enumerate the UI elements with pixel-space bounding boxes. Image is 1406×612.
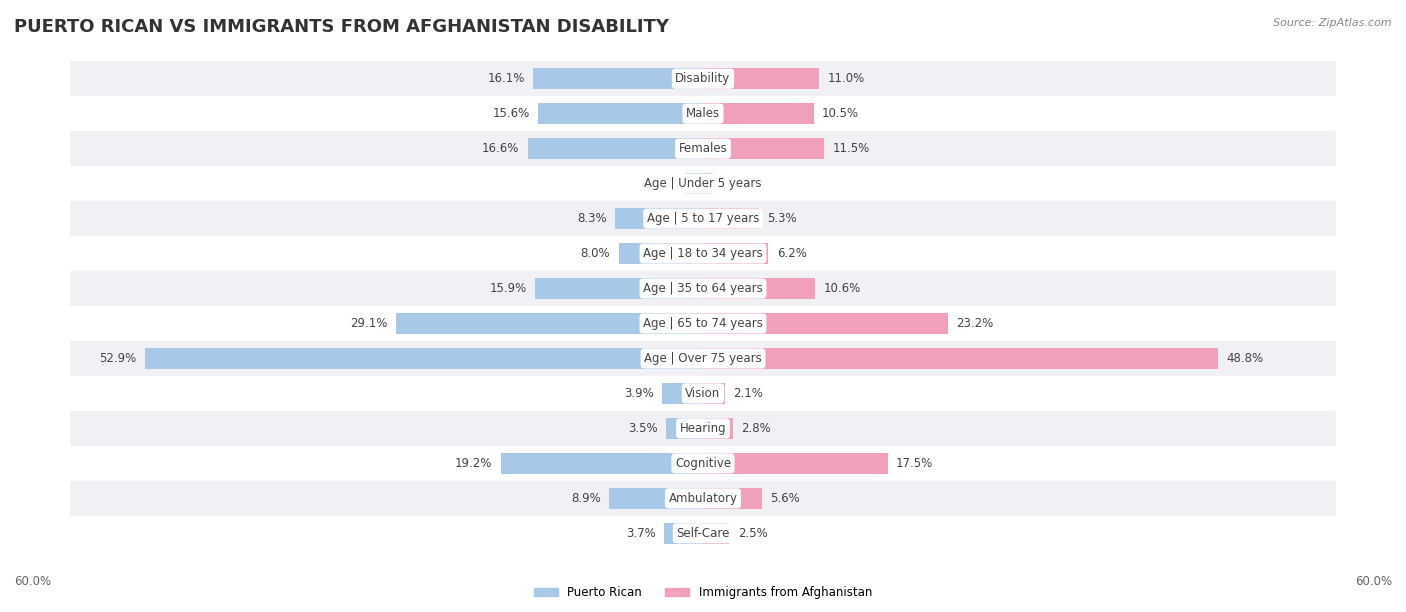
Bar bbox=[70, 201, 1336, 236]
Text: 8.9%: 8.9% bbox=[571, 492, 600, 505]
Text: 23.2%: 23.2% bbox=[956, 317, 993, 330]
Text: 5.6%: 5.6% bbox=[770, 492, 800, 505]
Text: 0.91%: 0.91% bbox=[721, 177, 758, 190]
Text: 11.0%: 11.0% bbox=[827, 72, 865, 85]
Bar bbox=[703, 173, 713, 194]
Bar bbox=[619, 243, 703, 264]
Bar bbox=[703, 313, 948, 334]
Bar bbox=[703, 138, 824, 159]
Bar bbox=[703, 523, 730, 544]
Bar bbox=[70, 131, 1336, 166]
Text: 15.9%: 15.9% bbox=[489, 282, 527, 295]
Bar bbox=[70, 516, 1336, 551]
Text: Self-Care: Self-Care bbox=[676, 527, 730, 540]
Text: 60.0%: 60.0% bbox=[14, 575, 51, 588]
Text: 10.5%: 10.5% bbox=[823, 107, 859, 120]
Text: 52.9%: 52.9% bbox=[100, 352, 136, 365]
Text: Cognitive: Cognitive bbox=[675, 457, 731, 470]
Bar bbox=[70, 376, 1336, 411]
Text: 15.6%: 15.6% bbox=[494, 107, 530, 120]
Bar bbox=[685, 173, 703, 194]
Text: 17.5%: 17.5% bbox=[896, 457, 934, 470]
Text: Hearing: Hearing bbox=[679, 422, 727, 435]
Text: 29.1%: 29.1% bbox=[350, 317, 388, 330]
Bar bbox=[703, 348, 1218, 369]
Bar bbox=[703, 243, 768, 264]
Bar bbox=[70, 481, 1336, 516]
Bar bbox=[70, 446, 1336, 481]
Bar bbox=[70, 96, 1336, 131]
Bar bbox=[533, 68, 703, 89]
Bar bbox=[70, 341, 1336, 376]
Text: 16.1%: 16.1% bbox=[488, 72, 524, 85]
Bar bbox=[703, 208, 759, 229]
Bar bbox=[529, 138, 703, 159]
Text: Age | Over 75 years: Age | Over 75 years bbox=[644, 352, 762, 365]
Bar bbox=[664, 523, 703, 544]
Text: Males: Males bbox=[686, 107, 720, 120]
Text: 3.9%: 3.9% bbox=[624, 387, 654, 400]
Text: Vision: Vision bbox=[685, 387, 721, 400]
Text: 1.7%: 1.7% bbox=[647, 177, 676, 190]
Bar bbox=[70, 61, 1336, 96]
Text: 8.3%: 8.3% bbox=[578, 212, 607, 225]
Bar bbox=[616, 208, 703, 229]
Text: 5.3%: 5.3% bbox=[768, 212, 797, 225]
Text: 19.2%: 19.2% bbox=[454, 457, 492, 470]
Bar bbox=[703, 278, 815, 299]
Text: 8.0%: 8.0% bbox=[581, 247, 610, 260]
Text: 60.0%: 60.0% bbox=[1355, 575, 1392, 588]
Text: 2.1%: 2.1% bbox=[734, 387, 763, 400]
Text: 2.8%: 2.8% bbox=[741, 422, 770, 435]
Bar bbox=[70, 166, 1336, 201]
Bar bbox=[703, 103, 814, 124]
Bar bbox=[538, 103, 703, 124]
Text: 16.6%: 16.6% bbox=[482, 142, 520, 155]
Text: Age | 5 to 17 years: Age | 5 to 17 years bbox=[647, 212, 759, 225]
Bar bbox=[703, 68, 818, 89]
Text: 3.7%: 3.7% bbox=[626, 527, 655, 540]
Bar bbox=[70, 236, 1336, 271]
Text: Ambulatory: Ambulatory bbox=[668, 492, 738, 505]
Bar bbox=[662, 383, 703, 404]
Text: Age | 35 to 64 years: Age | 35 to 64 years bbox=[643, 282, 763, 295]
Text: Source: ZipAtlas.com: Source: ZipAtlas.com bbox=[1274, 18, 1392, 28]
Bar bbox=[703, 488, 762, 509]
Bar bbox=[666, 418, 703, 439]
Bar bbox=[501, 453, 703, 474]
Text: 6.2%: 6.2% bbox=[778, 247, 807, 260]
Bar bbox=[70, 411, 1336, 446]
Text: Disability: Disability bbox=[675, 72, 731, 85]
Text: 48.8%: 48.8% bbox=[1226, 352, 1263, 365]
Legend: Puerto Rican, Immigrants from Afghanistan: Puerto Rican, Immigrants from Afghanista… bbox=[529, 581, 877, 603]
Bar bbox=[396, 313, 703, 334]
Text: Age | Under 5 years: Age | Under 5 years bbox=[644, 177, 762, 190]
Text: PUERTO RICAN VS IMMIGRANTS FROM AFGHANISTAN DISABILITY: PUERTO RICAN VS IMMIGRANTS FROM AFGHANIS… bbox=[14, 18, 669, 36]
Text: 3.5%: 3.5% bbox=[628, 422, 658, 435]
Bar bbox=[609, 488, 703, 509]
Text: 10.6%: 10.6% bbox=[824, 282, 860, 295]
Bar bbox=[703, 453, 887, 474]
Text: 11.5%: 11.5% bbox=[832, 142, 870, 155]
Text: Females: Females bbox=[679, 142, 727, 155]
Bar bbox=[703, 383, 725, 404]
Bar bbox=[536, 278, 703, 299]
Bar bbox=[145, 348, 703, 369]
Bar bbox=[703, 418, 733, 439]
Text: Age | 65 to 74 years: Age | 65 to 74 years bbox=[643, 317, 763, 330]
Text: Age | 18 to 34 years: Age | 18 to 34 years bbox=[643, 247, 763, 260]
Text: 2.5%: 2.5% bbox=[738, 527, 768, 540]
Bar bbox=[70, 306, 1336, 341]
Bar bbox=[70, 271, 1336, 306]
